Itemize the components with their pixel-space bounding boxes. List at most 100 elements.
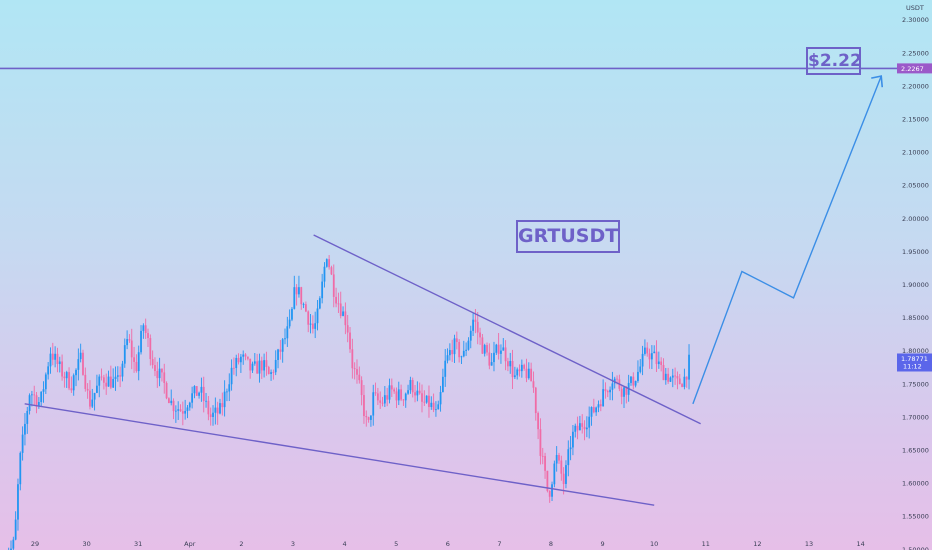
candle-body bbox=[437, 404, 440, 410]
price-tick-label: 2.00000 bbox=[902, 215, 929, 223]
candle-body bbox=[560, 460, 563, 474]
candle-body bbox=[49, 353, 52, 367]
candle-body bbox=[309, 323, 312, 325]
candle-body bbox=[75, 369, 77, 376]
candle-body bbox=[86, 388, 89, 391]
candle-body bbox=[451, 350, 454, 355]
candle-body bbox=[634, 380, 637, 386]
candle-body bbox=[284, 338, 286, 340]
candle-body bbox=[507, 361, 509, 367]
candle-body bbox=[51, 353, 54, 360]
candle-body bbox=[154, 365, 156, 371]
candle-body bbox=[416, 390, 419, 396]
candle-body bbox=[212, 412, 214, 418]
candle-body bbox=[277, 349, 279, 360]
time-tick-label: 10 bbox=[650, 540, 658, 548]
time-axis[interactable]: 29 30 31 Apr 2 3 4 5 6 7 8 9 10 11 12 13 14 bbox=[31, 540, 865, 548]
candle-body bbox=[653, 351, 656, 354]
candle-body bbox=[58, 361, 61, 365]
time-tick-label: 29 bbox=[31, 540, 39, 548]
candle-body bbox=[479, 332, 481, 338]
wedge-lower-trendline[interactable] bbox=[24, 403, 655, 506]
candle-body bbox=[265, 360, 268, 368]
candle-body bbox=[525, 368, 528, 379]
candle-body bbox=[530, 368, 533, 382]
candle-body bbox=[678, 378, 681, 385]
candle-body bbox=[147, 332, 149, 339]
candle-body bbox=[425, 395, 428, 403]
candle-body bbox=[165, 382, 168, 399]
time-tick-label: 2 bbox=[239, 540, 243, 548]
candle-body bbox=[24, 423, 26, 435]
candle-body bbox=[226, 391, 228, 393]
candle-body bbox=[465, 349, 468, 351]
candle-body bbox=[21, 434, 24, 453]
candle-body bbox=[258, 360, 261, 374]
candle-body bbox=[370, 415, 372, 420]
candle-body bbox=[61, 361, 63, 377]
candle-body bbox=[17, 484, 19, 520]
projection-path[interactable] bbox=[692, 75, 882, 405]
candle-body bbox=[490, 362, 493, 366]
candle-body bbox=[497, 344, 500, 354]
candle-body bbox=[311, 323, 314, 329]
candle-body bbox=[458, 341, 461, 358]
candle-body bbox=[585, 427, 588, 430]
candle-body bbox=[263, 360, 266, 371]
last-price-text: 1.78771 bbox=[901, 355, 928, 363]
candle-body bbox=[256, 361, 259, 374]
candle-body bbox=[351, 349, 354, 369]
candle-body bbox=[393, 389, 396, 392]
candle-body bbox=[493, 352, 495, 363]
candle-body bbox=[611, 383, 614, 390]
candle-body bbox=[534, 387, 537, 414]
candle-body bbox=[644, 347, 646, 354]
candle-body bbox=[453, 338, 456, 355]
candle-body bbox=[135, 361, 138, 372]
candle-body bbox=[274, 359, 277, 373]
candle-body bbox=[428, 395, 430, 408]
candle-body bbox=[26, 410, 29, 424]
candle-body bbox=[242, 354, 245, 357]
candle-body bbox=[186, 407, 189, 411]
candle-body bbox=[123, 345, 126, 364]
candle-body bbox=[321, 281, 324, 299]
price-tick-label: 2.05000 bbox=[902, 182, 929, 190]
candle-body bbox=[599, 404, 602, 407]
price-axis-unit: USDT bbox=[906, 4, 924, 12]
wedge-upper-trendline[interactable] bbox=[313, 234, 701, 425]
candle-body bbox=[435, 409, 437, 411]
candle-body bbox=[439, 392, 442, 405]
price-tick-label: 1.80000 bbox=[902, 347, 929, 355]
target-price-label: $2.22 bbox=[806, 47, 862, 75]
candle-body bbox=[402, 399, 405, 401]
candle-body bbox=[671, 375, 674, 378]
candle-body bbox=[70, 388, 73, 391]
candle-body bbox=[191, 393, 194, 403]
candle-body bbox=[82, 352, 84, 375]
candle-body bbox=[109, 376, 112, 388]
candle-body bbox=[42, 389, 45, 392]
candle-body bbox=[430, 402, 433, 408]
candle-body bbox=[604, 389, 607, 392]
candle-body bbox=[105, 382, 108, 387]
candle-body bbox=[281, 339, 284, 352]
candle-body bbox=[574, 425, 577, 432]
candle-body bbox=[219, 403, 221, 414]
candle-body bbox=[72, 375, 75, 391]
candle-body bbox=[63, 376, 66, 379]
time-tick-label: 3 bbox=[291, 540, 295, 548]
candle-body bbox=[200, 386, 203, 393]
candle-body bbox=[151, 359, 154, 366]
candle-body bbox=[397, 389, 400, 401]
candle-body bbox=[121, 363, 124, 377]
candle-body bbox=[79, 352, 82, 360]
candle-body bbox=[149, 338, 152, 360]
candle-body bbox=[502, 347, 505, 351]
price-axis[interactable]: USDT 2.30000 2.25000 2.20000 2.15000 2.10000 2… bbox=[897, 0, 932, 550]
candle-body bbox=[616, 378, 618, 380]
candle-body bbox=[388, 385, 391, 400]
candle-body bbox=[683, 376, 686, 387]
candle-body bbox=[221, 403, 224, 408]
